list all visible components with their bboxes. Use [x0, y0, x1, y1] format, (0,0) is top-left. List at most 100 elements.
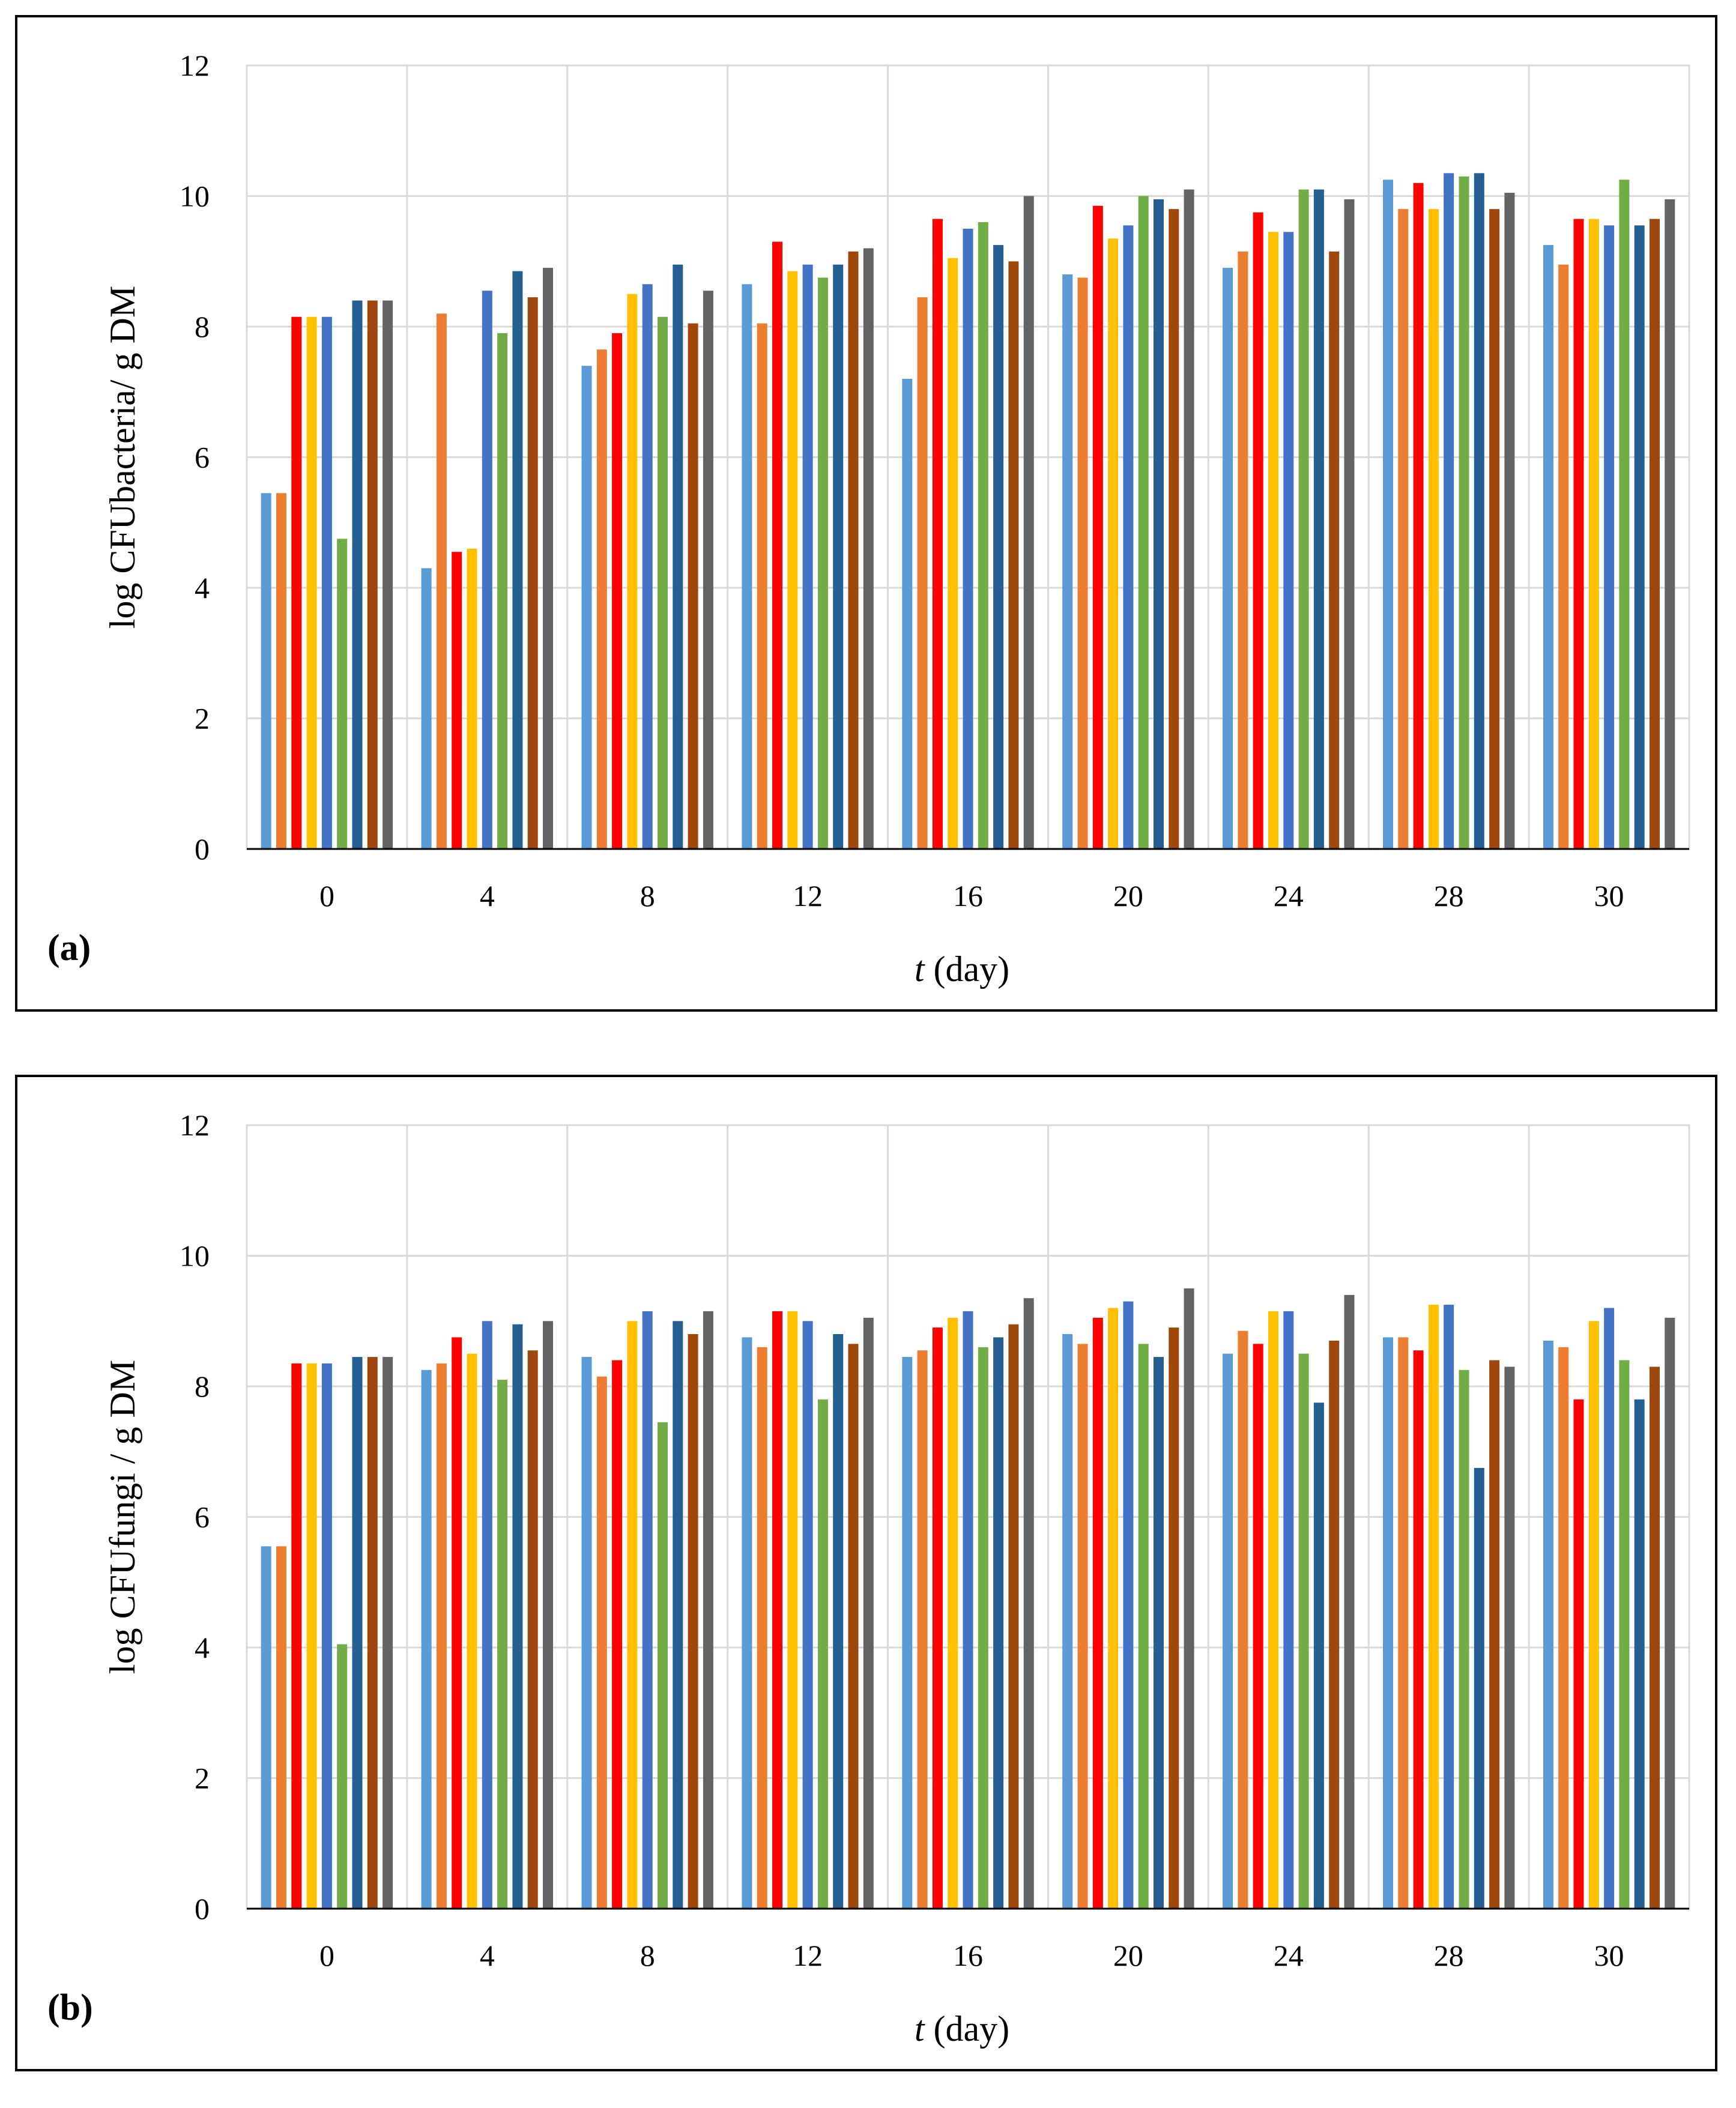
- chartb-x-tick-label: 20: [1113, 1939, 1143, 1972]
- charta-y-tick-label: 6: [195, 441, 210, 474]
- charta-bar-s1-day-28: [1383, 180, 1393, 849]
- charta-bar-s8-day-28: [1489, 209, 1500, 850]
- chartb-bar-s4-day-24: [1268, 1311, 1278, 1909]
- charta-bar-s7-day-16: [993, 245, 1004, 850]
- charta-bar-s1-day-30: [1543, 245, 1553, 850]
- chartb-bar-s8-day-24: [1329, 1340, 1340, 1909]
- chartb-bar-s2-day-28: [1398, 1337, 1409, 1909]
- charta-bar-s2-day-4: [436, 313, 447, 849]
- chartb-bar-s5-day-28: [1444, 1305, 1454, 1909]
- chartb-x-axis-label-rest: (day): [925, 2009, 1010, 2049]
- chartb-y-tick-label: 10: [180, 1239, 210, 1273]
- chartb-bar-s6-day-24: [1298, 1353, 1309, 1909]
- charta-bar-s2-day-24: [1238, 251, 1248, 849]
- charta-x-tick-label: 16: [953, 879, 983, 913]
- charta-y-tick-label: 10: [180, 180, 210, 213]
- charta-bar-s2-day-30: [1558, 264, 1569, 849]
- chartb-bar-s7-day-16: [993, 1337, 1004, 1909]
- chartb-x-tick-label: 28: [1434, 1939, 1464, 1972]
- chartb-bar-s3-day-8: [612, 1360, 623, 1909]
- chartb-bar-s9-day-20: [1184, 1288, 1194, 1909]
- chartb-bar-s7-day-12: [833, 1334, 844, 1909]
- chartb-x-tick-label: 12: [793, 1939, 823, 1972]
- charta-bar-s2-day-8: [596, 349, 607, 849]
- charta-bar-s8-day-4: [527, 297, 538, 850]
- charta-bar-s1-day-24: [1223, 268, 1233, 850]
- chartb-bar-s8-day-28: [1489, 1360, 1500, 1909]
- chartb-bar-s5-day-20: [1123, 1301, 1134, 1909]
- chartb-y-tick-label: 0: [195, 1892, 210, 1925]
- chartb-x-tick-label: 24: [1274, 1939, 1304, 1972]
- charta-y-tick-label: 4: [195, 571, 210, 605]
- chartb-bar-s1-day-12: [742, 1337, 752, 1909]
- charta-x-tick-label: 8: [640, 879, 655, 913]
- chartb-bar-s9-day-8: [703, 1311, 713, 1909]
- chartb-bar-s3-day-0: [291, 1363, 302, 1909]
- chartb-x-tick-label: 8: [640, 1939, 655, 1972]
- charta-y-tick-label: 12: [180, 49, 210, 82]
- charta-bar-s5-day-28: [1444, 173, 1454, 849]
- chartb-y-tick-label: 6: [195, 1500, 210, 1534]
- charta-x-tick-label: 4: [480, 879, 495, 913]
- charta-x-tick-label: 20: [1113, 879, 1143, 913]
- chartb-bar-s6-day-28: [1459, 1370, 1469, 1909]
- chartb-bar-s9-day-30: [1665, 1317, 1675, 1909]
- chartb-bar-s1-day-4: [421, 1370, 432, 1909]
- chartb-bar-s7-day-0: [352, 1357, 363, 1909]
- charta-y-axis-label: log CFUbacteria/ g DM: [103, 286, 142, 629]
- charta-bar-s9-day-24: [1344, 199, 1355, 849]
- charta-bar-s5-day-30: [1604, 225, 1615, 849]
- chartb-bar-s7-day-20: [1154, 1357, 1164, 1909]
- chartb-bar-s3-day-20: [1092, 1317, 1103, 1909]
- chartb-bar-s1-day-24: [1223, 1353, 1233, 1909]
- chartb-bar-s2-day-8: [596, 1376, 607, 1909]
- charta-x-axis-label-rest: (day): [925, 949, 1010, 989]
- charta-bar-s8-day-8: [688, 323, 698, 849]
- charta-bar-s4-day-30: [1588, 219, 1599, 850]
- charta-bar-s4-day-4: [467, 548, 477, 850]
- charta-bar-s3-day-4: [452, 552, 462, 849]
- chartb-bar-s8-day-4: [527, 1350, 538, 1909]
- chartb-bar-s7-day-28: [1474, 1467, 1484, 1909]
- charta-bar-s4-day-0: [306, 316, 317, 849]
- chartb-bar-s2-day-4: [436, 1363, 447, 1909]
- charta-bar-s7-day-24: [1313, 189, 1324, 850]
- charta-bar-s1-day-12: [742, 284, 752, 849]
- charta-y-tick-label: 2: [195, 702, 210, 735]
- charta-bar-s9-day-8: [703, 291, 713, 849]
- charta-bar-s1-day-16: [902, 379, 913, 849]
- charta-bar-s1-day-4: [421, 568, 432, 849]
- charta-bar-s8-day-24: [1329, 251, 1340, 849]
- chartb-bar-s6-day-30: [1619, 1360, 1630, 1909]
- chartb-x-tick-label: 16: [953, 1939, 983, 1972]
- chartb-bar-s5-day-12: [802, 1321, 813, 1909]
- chartb-bar-s6-day-16: [978, 1347, 988, 1909]
- chartb-bar-s3-day-16: [932, 1327, 943, 1909]
- chartb-bar-s2-day-20: [1077, 1344, 1088, 1909]
- charta-bar-s7-day-8: [673, 264, 683, 849]
- chartb-bar-s2-day-24: [1238, 1330, 1248, 1909]
- charta-x-tick-label: 28: [1434, 879, 1464, 913]
- charta-bar-s9-day-20: [1184, 189, 1194, 850]
- chartb-bar-s9-day-24: [1344, 1294, 1355, 1909]
- charta-bar-s2-day-0: [276, 493, 286, 849]
- chartb-bar-s5-day-4: [482, 1321, 492, 1909]
- chartb-panel-label: (b): [47, 1987, 93, 2028]
- charta-bar-s2-day-28: [1398, 209, 1409, 850]
- chartb-bar-s3-day-12: [772, 1311, 782, 1909]
- charta-bar-s1-day-8: [581, 366, 592, 850]
- charta-bar-s9-day-30: [1665, 199, 1675, 849]
- charta-bar-s8-day-0: [367, 300, 378, 849]
- charta-bar-s8-day-16: [1008, 261, 1019, 850]
- chart-panel-b: 0 2 4 6 8 10 12 0 4 8 12 16 20 24 28 30 t (day) log CFUfu…: [15, 1075, 1717, 2071]
- chartb-bar-s3-day-4: [452, 1337, 462, 1909]
- chartb-bar-s7-day-30: [1634, 1399, 1645, 1909]
- chartb-bar-s2-day-12: [757, 1347, 767, 1909]
- charta-bar-s6-day-12: [817, 277, 828, 849]
- chartb-bar-s5-day-24: [1283, 1311, 1294, 1909]
- charta-bar-s4-day-8: [627, 294, 638, 850]
- chartb-bar-s8-day-16: [1008, 1324, 1019, 1909]
- chartb-x-axis-label: t (day): [915, 2009, 1009, 2049]
- chartb-bar-s2-day-30: [1558, 1347, 1569, 1909]
